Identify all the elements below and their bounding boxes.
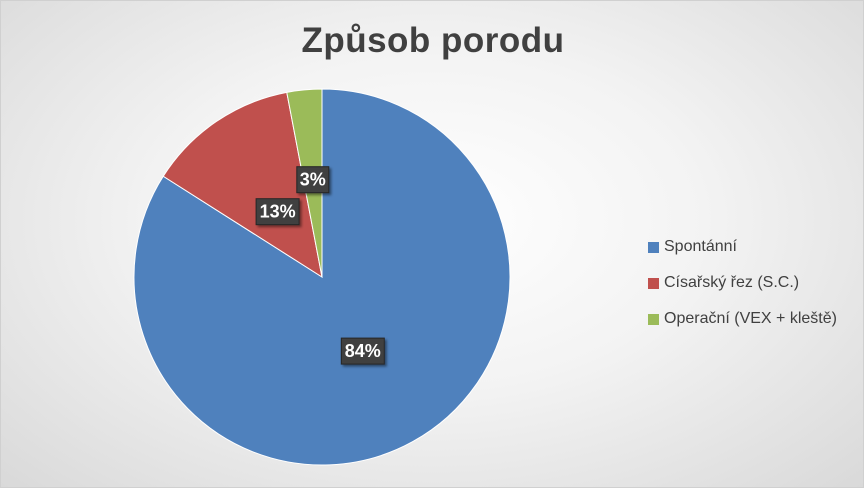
- chart-title: Způsob porodu: [301, 21, 565, 60]
- legend-label-cisarsky-rez: Císařský řez (S.C.): [664, 274, 800, 291]
- legend: Spontánní Císařský řez (S.C.) Operační (…: [648, 229, 837, 337]
- data-label-cisarsky-rez: 13%: [255, 198, 300, 226]
- legend-item-operacni: Operační (VEX + kleště): [648, 301, 837, 337]
- legend-swatch-operacni: [648, 313, 659, 325]
- data-label-operacni: 3%: [296, 166, 330, 194]
- data-label-operacni-box: [296, 166, 330, 194]
- data-label-operacni-text: 3%: [300, 170, 326, 190]
- pie-slice-cisarsky-rez: [162, 91, 323, 279]
- data-label-cisarsky-rez-text: 13%: [260, 202, 296, 222]
- legend-item-cisarsky-rez: Císařský řez (S.C.): [648, 265, 837, 301]
- data-label-cisarsky-rez-box: [255, 198, 300, 226]
- legend-item-spontanni: Spontánní: [648, 229, 837, 265]
- legend-label-operacni: Operační (VEX + kleště): [664, 310, 837, 327]
- data-label-spontanni-text: 84%: [345, 341, 381, 361]
- data-label-spontanni-box: [340, 337, 385, 365]
- data-label-spontanni: 84%: [340, 337, 385, 365]
- legend-label-spontanni: Spontánní: [664, 238, 737, 255]
- legend-swatch-spontanni: [648, 241, 659, 253]
- legend-swatch-cisarsky-rez: [648, 277, 659, 289]
